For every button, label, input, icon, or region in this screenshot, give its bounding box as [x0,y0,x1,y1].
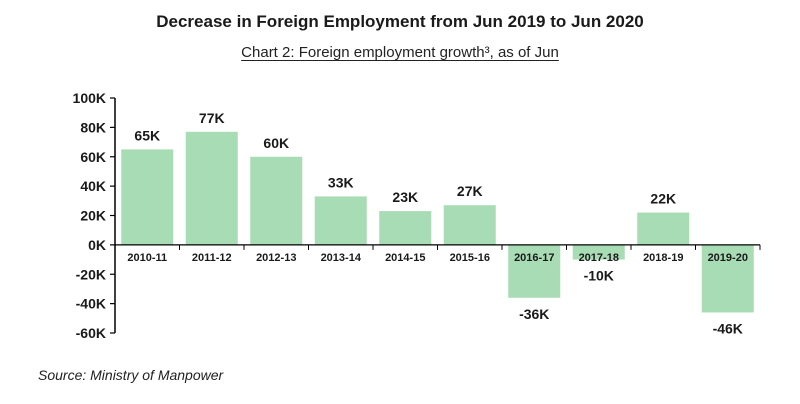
x-tick-label: 2013-14 [321,252,362,264]
data-label: 22K [650,191,676,207]
bar-2013-14 [314,196,367,245]
x-tick-label: 2010-11 [127,252,167,264]
data-label: 77K [199,110,225,126]
source-note: Source: Ministry of Manpower [38,367,224,383]
y-tick-label: 0K [88,237,106,253]
bar-2016-17 [508,244,561,298]
x-tick-label: 2011-12 [192,252,232,264]
y-tick-label: -40K [76,296,106,312]
data-label: 27K [457,183,483,199]
bar-2010-11 [121,149,174,245]
y-tick-label: 40K [80,178,106,194]
x-tick-label: 2012-13 [256,252,296,264]
data-label: 60K [263,135,289,151]
data-label: 33K [328,174,354,190]
bar-2018-19 [637,212,690,245]
data-label: 23K [392,189,418,205]
y-tick-label: -60K [76,325,106,341]
x-tick-label: 2017-18 [579,252,619,264]
data-label: 65K [134,127,160,143]
bar-2011-12 [185,131,238,245]
y-tick-label: 60K [80,149,106,165]
bar-2012-13 [250,156,303,245]
chart-title: Decrease in Foreign Employment from Jun … [156,12,644,31]
bar-2019-20 [701,244,754,313]
bar-2014-15 [379,211,432,245]
y-tick-label: -20K [76,266,106,282]
y-tick-label: 100K [73,90,106,106]
x-tick-label: 2018-19 [643,252,683,264]
x-tick-label: 2019-20 [708,252,748,264]
bar-2017-18 [572,244,625,260]
data-label: -10K [584,268,614,284]
y-tick-label: 20K [80,208,106,224]
x-tick-label: 2014-15 [385,252,425,264]
y-tick-label: 80K [80,119,106,135]
x-tick-label: 2015-16 [450,252,490,264]
x-tick-label: 2016-17 [514,252,554,264]
bar-2015-16 [443,205,496,245]
data-label: -46K [713,320,743,336]
data-label: -36K [519,306,549,322]
chart-subtitle: Chart 2: Foreign employment growth³, as … [241,44,559,61]
